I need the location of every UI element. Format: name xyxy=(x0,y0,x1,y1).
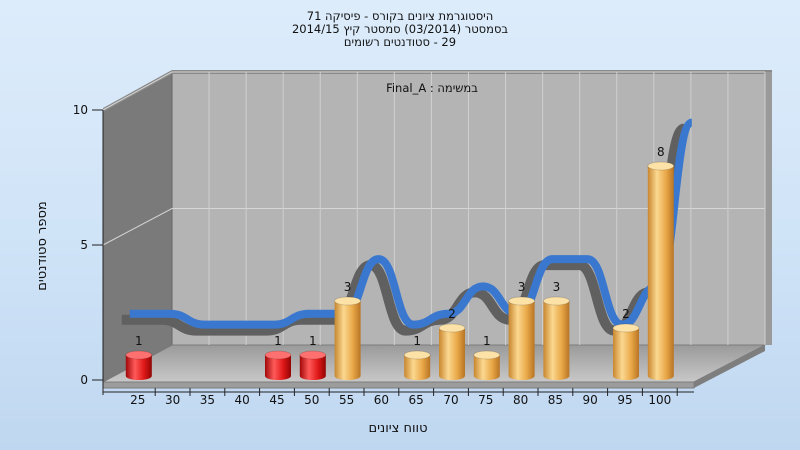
bar: 1 xyxy=(125,334,153,380)
bar: 8 xyxy=(647,145,675,380)
bar-top xyxy=(438,323,466,333)
bar: 3 xyxy=(542,280,570,380)
bar: 2 xyxy=(612,307,640,380)
bar-value-label: 1 xyxy=(274,334,282,348)
bar-body xyxy=(404,355,431,380)
x-tick-label: 100 xyxy=(648,393,671,407)
x-tick-label: 45 xyxy=(269,393,284,407)
bars: 1 1 1 3 1 2 1 3 3 2 8 xyxy=(125,145,675,380)
distribution-curve xyxy=(121,118,694,336)
x-tick-label: 60 xyxy=(374,393,389,407)
bar-value-label: 8 xyxy=(657,145,665,159)
bar-body xyxy=(299,355,326,380)
bar-value-label: 3 xyxy=(553,280,561,294)
bar-top xyxy=(647,161,675,171)
x-tick-label: 70 xyxy=(443,393,458,407)
x-tick-label: 35 xyxy=(200,393,215,407)
x-tick-label: 55 xyxy=(339,393,354,407)
bar-body xyxy=(439,328,465,380)
bar-value-label: 1 xyxy=(135,334,143,348)
bar-value-label: 1 xyxy=(483,334,491,348)
bar-top xyxy=(542,296,570,306)
bar-value-label: 2 xyxy=(622,307,630,321)
floor-edge xyxy=(102,381,695,389)
bar-body xyxy=(508,301,535,380)
gridline xyxy=(102,71,765,111)
bar-value-label: 2 xyxy=(448,307,456,321)
bar-body xyxy=(334,301,361,380)
chart-title: היסטוגרמת ציונים בקורס - פיסיקה 71 בסמסט… xyxy=(0,10,800,49)
y-tick-label: 10 xyxy=(73,103,88,117)
y-axis: 0 5 10 xyxy=(73,103,104,395)
bar-top xyxy=(403,350,431,360)
bar-value-label: 3 xyxy=(344,280,352,294)
x-tick-label: 40 xyxy=(235,393,250,407)
bar-body xyxy=(125,355,152,380)
title-line-1: היסטוגרמת ציונים בקורס - פיסיקה 71 xyxy=(306,9,494,23)
bar-body xyxy=(473,355,500,380)
y-tick-label: 5 xyxy=(80,238,88,252)
bar: 1 xyxy=(299,334,327,380)
x-axis-label: טווח ציונים xyxy=(368,421,427,436)
x-tick-label: 85 xyxy=(548,393,563,407)
bar-value-label: 1 xyxy=(309,334,317,348)
x-tick-label: 65 xyxy=(409,393,424,407)
y-tick-label: 0 xyxy=(80,373,88,387)
bar-top xyxy=(612,323,640,333)
x-tick-label: 80 xyxy=(513,393,528,407)
bar: 1 xyxy=(403,334,431,380)
title-line-3: 29 - סטודנטים רשומים xyxy=(343,35,457,49)
bar-body xyxy=(265,355,291,380)
bar: 3 xyxy=(508,280,536,380)
x-tick-label: 30 xyxy=(165,393,180,407)
bar-value-label: 3 xyxy=(518,280,526,294)
bar-body xyxy=(613,328,639,380)
bar-top xyxy=(264,350,292,360)
right-frame xyxy=(765,72,772,345)
x-tick-label: 95 xyxy=(617,393,632,407)
bar-top xyxy=(334,296,362,306)
x-tick-label: 75 xyxy=(478,393,493,407)
x-tick-label: 90 xyxy=(583,393,598,407)
top-frame xyxy=(103,70,772,112)
bar-top xyxy=(299,350,327,360)
bar-top xyxy=(473,350,501,360)
bar: 1 xyxy=(264,334,292,380)
curve-line xyxy=(129,118,694,329)
title-line-2: בסמסטר (03/2014) סמסטר קיץ 2014/15 xyxy=(291,22,509,36)
bar: 1 xyxy=(473,334,501,380)
floor-side xyxy=(694,345,765,388)
bar-body xyxy=(647,166,674,380)
bar-body xyxy=(543,301,570,380)
task-label: במשימה : Final_A xyxy=(386,81,478,95)
x-tick-label: 50 xyxy=(304,393,319,407)
bar: 2 xyxy=(438,307,466,380)
bar-top xyxy=(125,350,153,360)
y-axis-label: מספר סטודנטים xyxy=(35,201,50,291)
x-tick-label: 25 xyxy=(130,393,145,407)
bar-top xyxy=(508,296,536,306)
bar: 3 xyxy=(334,280,362,380)
bar-value-label: 1 xyxy=(413,334,421,348)
gridline xyxy=(102,208,765,246)
x-axis: 25 30 35 40 45 50 55 60 65 70 75 80 85 90 95 100 xyxy=(103,388,694,407)
